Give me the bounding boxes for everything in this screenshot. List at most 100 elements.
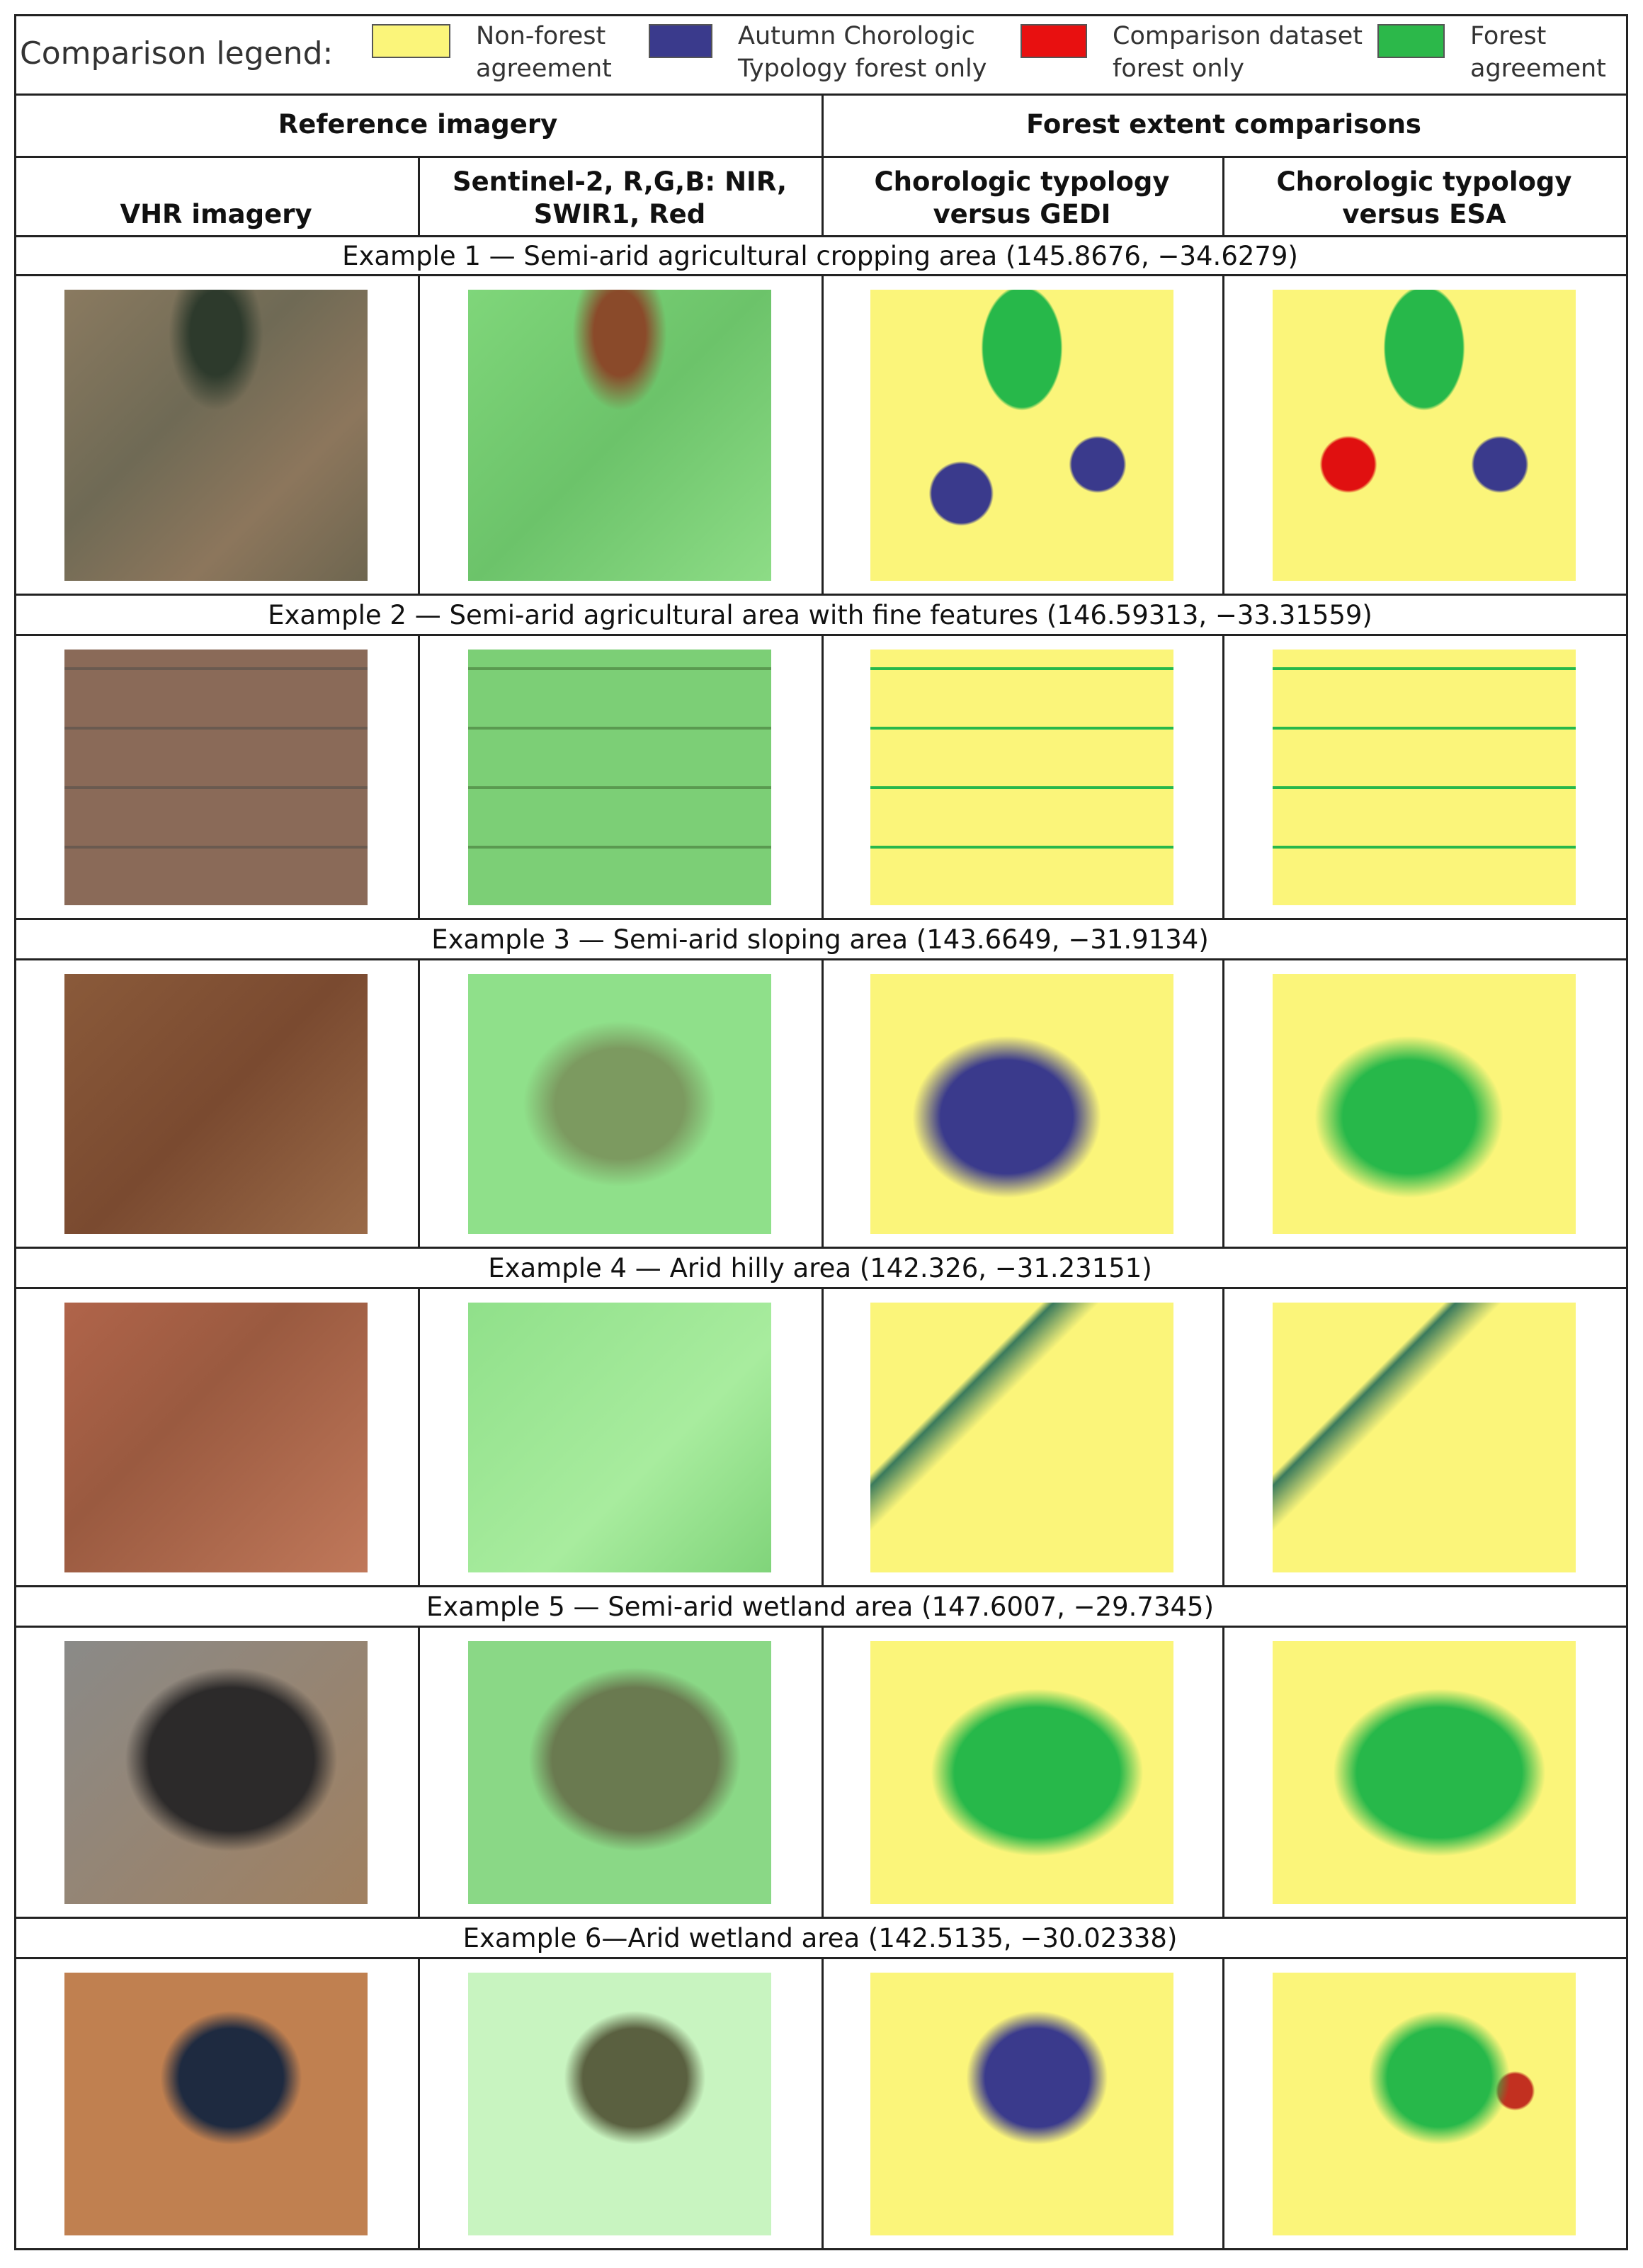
rule bbox=[1222, 1957, 1224, 2250]
rule bbox=[418, 156, 420, 237]
rule bbox=[822, 93, 824, 237]
rule bbox=[14, 1957, 1628, 1959]
example-image bbox=[468, 974, 771, 1234]
example-image bbox=[64, 1303, 368, 1572]
rule bbox=[14, 2248, 1628, 2250]
legend-swatch bbox=[649, 24, 712, 58]
rule bbox=[418, 1287, 420, 1587]
rule bbox=[1626, 594, 1628, 920]
legend-text: forest only bbox=[1113, 55, 1245, 83]
legend-text: agreement bbox=[476, 55, 612, 83]
rule bbox=[14, 235, 16, 596]
legend-swatch bbox=[372, 24, 450, 58]
example-image bbox=[64, 290, 368, 581]
rule bbox=[1222, 1626, 1224, 1919]
rule bbox=[822, 274, 824, 596]
example-image bbox=[64, 650, 368, 905]
rule bbox=[14, 1287, 1628, 1289]
rule bbox=[14, 274, 1628, 276]
rule bbox=[1222, 634, 1224, 920]
example-image bbox=[1273, 650, 1576, 905]
rule bbox=[418, 1626, 420, 1919]
rule bbox=[14, 14, 16, 96]
legend-label: Comparison legend: bbox=[20, 35, 334, 72]
rule bbox=[14, 958, 1628, 960]
rule bbox=[1626, 14, 1628, 96]
rule bbox=[418, 634, 420, 920]
example-image bbox=[64, 974, 368, 1234]
rule bbox=[1222, 1287, 1224, 1587]
column-header: VHR imagery bbox=[120, 199, 312, 229]
legend-text: agreement bbox=[1470, 55, 1606, 83]
example-image bbox=[64, 1641, 368, 1904]
rule bbox=[14, 594, 16, 920]
rule bbox=[14, 1247, 16, 1587]
rule bbox=[1222, 958, 1224, 1249]
column-header: Chorologic typology versus ESA bbox=[1276, 166, 1572, 229]
rule bbox=[14, 918, 1628, 920]
example-title: Example 4 — Arid hilly area (142.326, −3… bbox=[488, 1253, 1152, 1283]
example-image bbox=[468, 1973, 771, 2235]
rule bbox=[822, 1287, 824, 1587]
example-title: Example 1 — Semi-arid agricultural cropp… bbox=[342, 241, 1298, 271]
rule bbox=[14, 1917, 16, 2250]
legend-text: Typology forest only bbox=[738, 55, 987, 83]
rule bbox=[822, 1626, 824, 1919]
example-image bbox=[1273, 1641, 1576, 1904]
rule bbox=[1626, 1917, 1628, 2250]
legend-swatch bbox=[1377, 24, 1445, 58]
example-image bbox=[468, 290, 771, 581]
example-image bbox=[870, 974, 1173, 1234]
rule bbox=[1626, 235, 1628, 596]
legend-text: Comparison dataset bbox=[1113, 22, 1363, 50]
rule bbox=[1222, 156, 1224, 237]
group-header: Forest extent comparisons bbox=[1026, 109, 1421, 140]
rule bbox=[14, 14, 1628, 16]
legend-swatch bbox=[1021, 24, 1087, 58]
rule bbox=[14, 93, 16, 237]
example-image bbox=[870, 1973, 1173, 2235]
rule bbox=[1626, 1585, 1628, 1919]
example-image bbox=[1273, 974, 1576, 1234]
example-image bbox=[870, 1303, 1173, 1572]
rule bbox=[14, 1247, 1628, 1249]
column-header: Chorologic typology versus GEDI bbox=[874, 166, 1170, 229]
example-image bbox=[1273, 1973, 1576, 2235]
example-image bbox=[468, 650, 771, 905]
rule bbox=[822, 958, 824, 1249]
rule bbox=[822, 1957, 824, 2250]
rule bbox=[418, 1957, 420, 2250]
rule bbox=[822, 634, 824, 920]
example-image bbox=[1273, 1303, 1576, 1572]
example-title: Example 6—Arid wetland area (142.5135, −… bbox=[462, 1923, 1178, 1954]
rule bbox=[14, 1917, 1628, 1919]
legend-text: Autumn Chorologic bbox=[738, 22, 975, 50]
rule bbox=[14, 1626, 1628, 1628]
example-title: Example 3 — Semi-arid sloping area (143.… bbox=[431, 924, 1209, 955]
example-image bbox=[1273, 290, 1576, 581]
rule bbox=[14, 235, 1628, 237]
legend-text: Non-forest bbox=[476, 22, 606, 50]
rule bbox=[1222, 274, 1224, 596]
example-image bbox=[64, 1973, 368, 2235]
rule bbox=[418, 274, 420, 596]
rule bbox=[1626, 918, 1628, 1249]
rule bbox=[14, 918, 16, 1249]
example-image bbox=[870, 650, 1173, 905]
example-image bbox=[870, 290, 1173, 581]
example-image bbox=[870, 1641, 1173, 1904]
rule bbox=[1626, 1247, 1628, 1587]
column-header: Sentinel-2, R,G,B: NIR, SWIR1, Red bbox=[452, 166, 788, 229]
rule bbox=[14, 634, 1628, 636]
example-image bbox=[468, 1303, 771, 1572]
group-header: Reference imagery bbox=[278, 109, 558, 140]
rule bbox=[418, 958, 420, 1249]
example-title: Example 5 — Semi-arid wetland area (147.… bbox=[426, 1592, 1215, 1622]
rule bbox=[1626, 93, 1628, 237]
example-image bbox=[468, 1641, 771, 1904]
rule bbox=[14, 156, 1628, 158]
rule bbox=[14, 1585, 1628, 1587]
rule bbox=[14, 594, 1628, 596]
rule bbox=[14, 93, 1628, 96]
